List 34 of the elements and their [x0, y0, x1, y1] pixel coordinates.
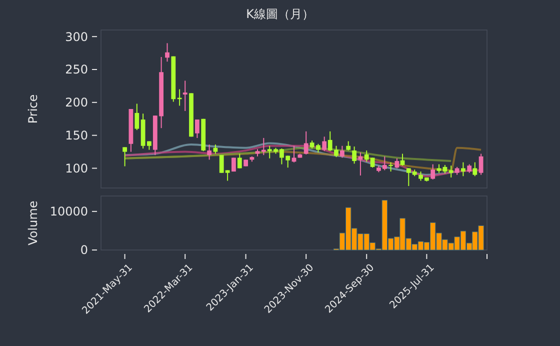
candlestick [388, 162, 393, 172]
candlestick [394, 158, 400, 169]
y-axis-title: Price [26, 94, 40, 124]
candlestick [430, 164, 436, 180]
candlestick [340, 145, 344, 158]
candlestick [122, 146, 128, 167]
candlestick [207, 144, 212, 160]
candlestick [134, 103, 140, 131]
y-tick-label: 0 [80, 243, 88, 258]
candlestick [261, 137, 266, 156]
candlestick [304, 130, 308, 155]
y-tick-label: 200 [65, 96, 88, 110]
candlestick [460, 162, 466, 177]
candlestick [448, 165, 454, 178]
candlestick [292, 145, 296, 163]
chart-title: K線圖（月） [246, 7, 314, 21]
candlestick [195, 119, 200, 138]
y-tick-label: 100 [65, 161, 88, 176]
candlestick [237, 153, 242, 169]
candlestick [322, 136, 327, 152]
y-tick-label: 10000 [50, 204, 88, 219]
candlestick [346, 140, 351, 151]
y-axis-title: Volume [26, 200, 40, 246]
candlestick [182, 80, 188, 112]
y-tick-label: 250 [65, 62, 88, 77]
candlestick [165, 42, 170, 62]
candlestick [358, 152, 363, 176]
candlestick [472, 162, 478, 177]
candlestick [478, 153, 484, 176]
y-tick-label: 300 [65, 30, 88, 44]
candlestick [232, 157, 236, 172]
candlestick [352, 146, 356, 164]
y-tick-label: 150 [65, 128, 88, 143]
candlestick [213, 144, 218, 154]
